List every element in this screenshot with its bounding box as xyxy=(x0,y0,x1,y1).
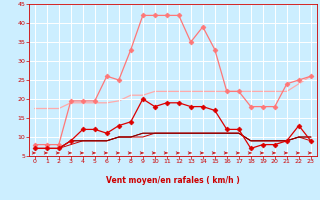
X-axis label: Vent moyen/en rafales ( km/h ): Vent moyen/en rafales ( km/h ) xyxy=(106,176,240,185)
